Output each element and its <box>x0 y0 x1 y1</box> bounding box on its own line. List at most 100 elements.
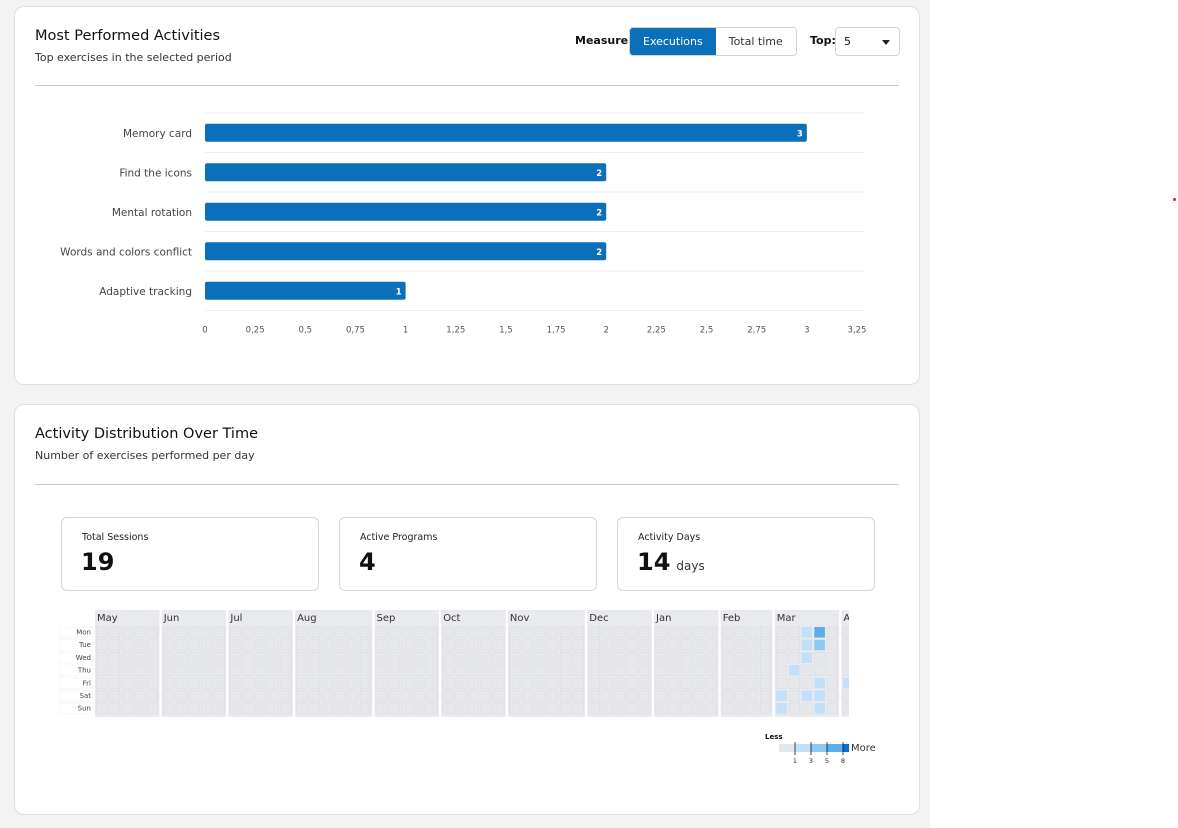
heatmap-cell <box>442 677 454 689</box>
heatmap-cell <box>213 639 225 651</box>
heatmap-cell <box>213 690 225 702</box>
measure-label: Measure: <box>575 34 633 47</box>
stat-number: 14 <box>637 548 671 576</box>
heatmap-cell <box>547 652 559 664</box>
heatmap-cell <box>134 626 146 638</box>
heatmap-cell <box>375 639 387 651</box>
heatmap-cell <box>480 664 492 676</box>
heatmap-cell <box>188 690 200 702</box>
heatmap-cell <box>426 626 438 638</box>
heatmap-cell <box>455 626 467 638</box>
heatmap-cell <box>509 652 521 664</box>
heatmap-cell <box>480 702 492 715</box>
heatmap-cell <box>680 677 692 689</box>
heatmap-cell <box>521 639 534 651</box>
weekday-cell <box>59 702 94 715</box>
heatmap-cell <box>655 639 667 651</box>
legend-more-label: More <box>851 743 876 754</box>
heatmap-cell <box>455 639 467 651</box>
bar <box>205 202 607 221</box>
heatmap-cell <box>493 652 505 664</box>
month-label: Jun <box>163 613 180 624</box>
heatmap-cell <box>96 652 108 664</box>
heatmap-cell <box>572 626 584 638</box>
heatmap-cell <box>242 702 254 715</box>
x-tick-label: 0 <box>202 326 207 336</box>
heatmap-cell <box>601 639 613 651</box>
measure-total-time-button[interactable]: Total time <box>715 28 796 55</box>
x-tick-label: 2,25 <box>647 326 666 336</box>
heatmap-cell <box>667 664 680 676</box>
heatmap-cell <box>788 690 800 702</box>
heatmap-cell <box>121 664 133 676</box>
legend-less-label: Less <box>765 733 783 741</box>
top-label: Top: <box>810 34 836 47</box>
heatmap-cell <box>359 639 372 651</box>
bar <box>205 123 807 142</box>
heatmap-cell <box>788 677 800 689</box>
heatmap-cell <box>162 652 175 664</box>
heatmap-cell <box>108 677 121 689</box>
month-label: Nov <box>510 613 530 624</box>
heatmap-cell <box>296 677 308 689</box>
month-label: May <box>97 613 118 624</box>
heatmap-cell <box>201 677 213 689</box>
heatmap-cell <box>467 639 480 651</box>
heatmap-cell <box>121 690 133 702</box>
heatmap-cell <box>842 664 849 676</box>
heatmap-cell <box>255 664 267 676</box>
heatmap-cell <box>267 626 279 638</box>
top-count-select[interactable]: 5 <box>835 27 900 56</box>
heatmap-cell <box>188 652 200 664</box>
heatmap-cell <box>667 677 680 689</box>
heatmap-cell <box>426 652 438 664</box>
heatmap-cell <box>121 677 133 689</box>
x-tick-label: 3 <box>804 326 809 336</box>
heatmap-cell <box>162 639 175 651</box>
heatmap-cell <box>759 639 772 651</box>
heatmap-cell-active <box>801 690 813 702</box>
heatmap-cell <box>493 626 505 638</box>
heatmap-cell <box>162 677 175 689</box>
heatmap-cell <box>626 702 638 715</box>
heatmap-cell <box>639 652 651 664</box>
heatmap-cell <box>493 702 505 715</box>
heatmap-cell-active <box>801 652 813 663</box>
heatmap-cell <box>213 702 225 715</box>
heatmap-cell <box>639 677 651 689</box>
heatmap-cell <box>175 702 187 715</box>
heatmap-cell-active <box>814 639 825 651</box>
heatmap-cell <box>121 639 133 651</box>
heatmap-cell <box>626 664 638 676</box>
heatmap-cell <box>401 626 413 638</box>
heatmap-cell <box>655 626 667 638</box>
heatmap-cell <box>601 626 613 638</box>
category-label: Find the icons <box>119 167 192 179</box>
heatmap-cell <box>175 626 187 638</box>
measure-executions-button[interactable]: Executions <box>630 28 716 55</box>
month-block <box>841 610 849 717</box>
heatmap-cell <box>242 626 254 638</box>
heatmap-cell <box>213 664 225 676</box>
legend-swatch <box>811 744 827 752</box>
stat-activity-days: Activity Days 14 days <box>617 517 875 591</box>
heatmap-cell <box>521 702 534 715</box>
weekday-cell <box>59 626 94 638</box>
x-tick-label: 1 <box>403 326 408 336</box>
heatmap-cell <box>680 690 692 702</box>
heatmap-cell <box>108 664 121 676</box>
heatmap-cell <box>588 652 600 664</box>
heatmap-cell <box>467 677 480 689</box>
heatmap-cell <box>201 639 213 651</box>
heatmap-cell <box>521 690 534 702</box>
heatmap-cell <box>359 677 372 689</box>
heatmap-cell <box>213 677 225 689</box>
heatmap-cell <box>747 626 759 638</box>
heatmap-cell <box>162 690 175 702</box>
heatmap-cell <box>613 664 626 676</box>
heatmap-cell <box>321 652 333 664</box>
heatmap-cell <box>813 652 826 664</box>
weekday-cell <box>59 639 94 651</box>
heatmap-cell <box>255 690 267 702</box>
heatmap-cell <box>280 664 292 676</box>
